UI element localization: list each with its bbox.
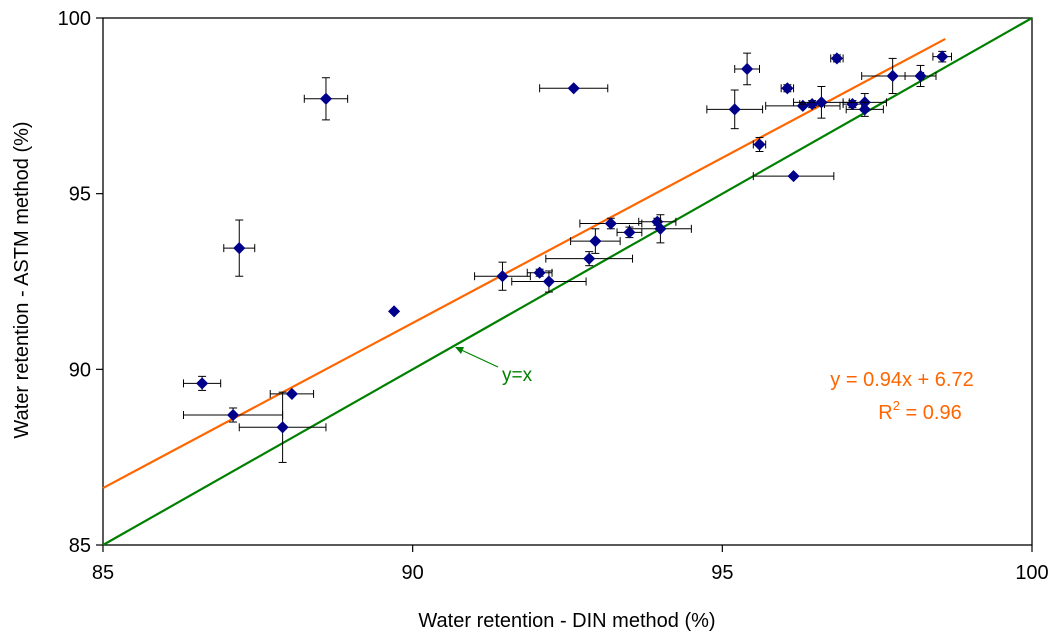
data-marker: [815, 96, 828, 109]
data-marker: [741, 62, 754, 76]
y-axis: 85 90 95 100: [58, 8, 103, 557]
identity-annotation-arrow: [456, 347, 499, 368]
data-point: [628, 214, 692, 244]
data-point: [238, 391, 327, 463]
r-squared-label: R2 = 0.96: [878, 398, 961, 424]
data-point: [830, 52, 844, 65]
data-series: [183, 50, 952, 463]
data-marker: [830, 52, 843, 65]
identity-annotation-arrowhead: [455, 347, 464, 354]
data-marker: [196, 377, 209, 390]
r-squared-prefix: R: [878, 402, 892, 424]
data-point: [511, 270, 587, 293]
data-marker: [886, 69, 899, 83]
data-point: [932, 50, 952, 63]
data-marker: [276, 421, 289, 434]
data-marker: [583, 252, 596, 265]
y-tick-label: 90: [69, 359, 91, 381]
data-marker: [533, 266, 546, 279]
y-tick-label: 95: [69, 184, 91, 206]
r-squared-value: = 0.96: [900, 402, 962, 424]
fit-line: [102, 37, 946, 490]
data-marker: [233, 242, 246, 255]
data-marker: [728, 103, 741, 116]
data-marker: [496, 270, 509, 283]
data-marker: [388, 305, 401, 318]
data-marker: [781, 82, 794, 95]
data-marker: [787, 170, 800, 183]
data-marker: [936, 50, 949, 63]
fit-equation-label: y = 0.94x + 6.72: [830, 369, 973, 391]
data-point: [526, 266, 553, 279]
data-point: [706, 89, 764, 130]
data-point: [780, 82, 795, 95]
data-point: [183, 375, 222, 391]
data-point: [545, 251, 634, 267]
data-point: [570, 228, 621, 254]
data-marker: [542, 275, 555, 288]
r-squared-exponent: 2: [893, 398, 900, 413]
x-axis-title: Water retention - DIN method (%): [418, 610, 715, 632]
data-marker: [226, 408, 240, 422]
data-point: [269, 387, 315, 400]
data-point: [734, 52, 760, 86]
data-marker: [285, 387, 298, 400]
data-marker: [319, 92, 333, 105]
x-tick-label: 90: [402, 562, 424, 584]
x-tick-label: 85: [92, 562, 114, 584]
data-marker: [654, 222, 667, 235]
x-axis: 85 90 95 100: [92, 545, 1049, 584]
data-point: [388, 305, 401, 318]
data-marker: [589, 235, 602, 248]
data-marker: [858, 103, 871, 116]
data-point: [183, 407, 284, 423]
y-axis-title: Water retention - ASTM method (%): [11, 121, 33, 438]
data-point: [845, 101, 884, 117]
y-tick-label: 85: [69, 535, 91, 557]
data-point: [474, 261, 531, 291]
data-point: [303, 77, 349, 121]
data-point: [904, 64, 937, 88]
x-tick-label: 100: [1015, 562, 1048, 584]
data-point: [793, 86, 850, 119]
data-point: [752, 136, 767, 153]
data-point: [579, 217, 643, 230]
x-tick-label: 95: [711, 562, 733, 584]
data-marker: [914, 69, 927, 83]
data-point: [223, 219, 256, 277]
data-marker: [604, 217, 617, 230]
y-tick-label: 100: [58, 8, 91, 30]
data-point: [752, 170, 835, 183]
data-marker: [753, 138, 766, 151]
identity-label: y=x: [502, 365, 533, 386]
data-point: [539, 82, 609, 95]
data-marker: [567, 82, 580, 95]
